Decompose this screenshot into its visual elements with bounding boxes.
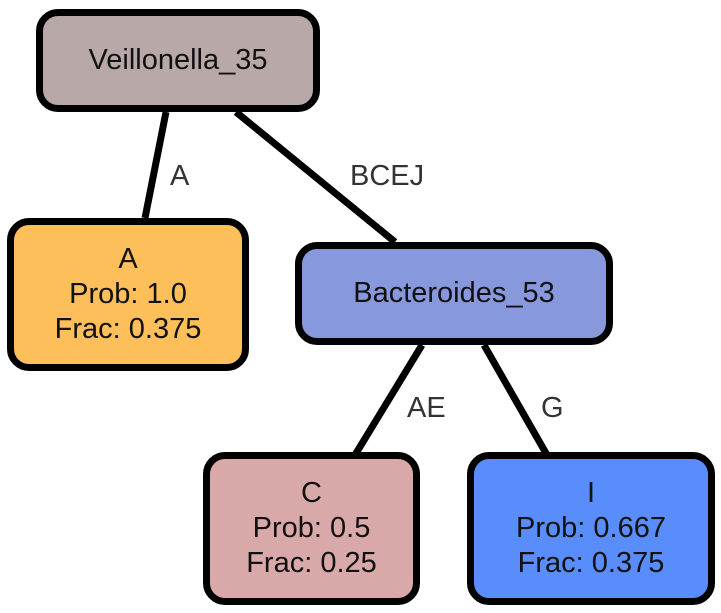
edge-label-ae: AE: [407, 392, 446, 424]
leaf-frac: Frac: 0.375: [54, 313, 202, 345]
leaf-name: I: [586, 477, 596, 509]
edge-bacteroides-c: [352, 343, 425, 457]
edge-root-bacteroides: [233, 109, 398, 245]
node-label: Veillonella_35: [88, 44, 268, 76]
edge-label-bcej: BCEJ: [350, 160, 425, 192]
leaf-node-c: C Prob: 0.5 Frac: 0.25: [203, 452, 420, 605]
node-veillonella-35: Veillonella_35: [36, 9, 320, 112]
node-bacteroides-53: Bacteroides_53: [295, 242, 613, 345]
leaf-frac: Frac: 0.25: [246, 547, 377, 579]
leaf-prob: Prob: 0.667: [516, 512, 666, 544]
leaf-node-i: I Prob: 0.667 Frac: 0.375: [467, 452, 715, 605]
leaf-frac: Frac: 0.375: [517, 547, 665, 579]
leaf-node-a: A Prob: 1.0 Frac: 0.375: [7, 218, 249, 371]
leaf-prob: Prob: 1.0: [69, 278, 187, 310]
edge-label-a: A: [170, 160, 190, 192]
leaf-name: A: [118, 243, 138, 275]
edge-root-a: [141, 111, 170, 219]
edge-label-g: G: [541, 392, 564, 424]
leaf-name: C: [301, 477, 322, 509]
node-label: Bacteroides_53: [353, 277, 555, 309]
edge-bacteroides-i: [480, 343, 551, 457]
leaf-prob: Prob: 0.5: [252, 512, 371, 544]
